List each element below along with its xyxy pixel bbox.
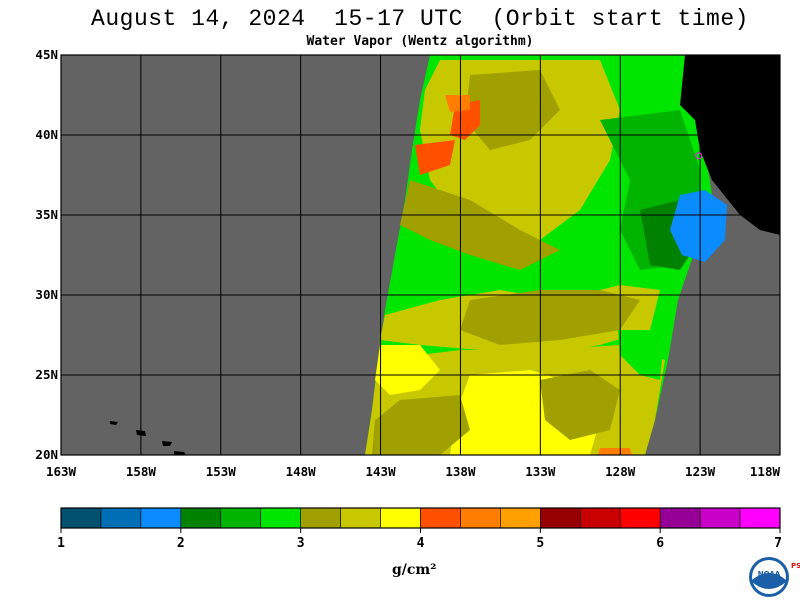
swath-region-red-orange-2 <box>415 140 455 175</box>
colorbar-swatch <box>140 507 182 529</box>
colorbar-swatch <box>180 507 222 529</box>
station-label: CZD <box>703 142 726 157</box>
map-subtitle: Water Vapor (Wentz algorithm) <box>306 34 534 49</box>
colorbar-tick-label: 3 <box>297 536 305 551</box>
lon-tick-label: 143W <box>366 464 397 479</box>
lat-tick-label: 25N <box>35 367 58 382</box>
lat-tick-label: 30N <box>35 287 58 302</box>
swath-region-olive-5 <box>540 370 620 440</box>
swath-region-olive-1 <box>465 70 560 150</box>
colorbar-swatch <box>500 507 541 529</box>
swath-region-bright-yellow-1 <box>375 345 440 395</box>
lon-tick-label: 148W <box>286 464 317 479</box>
lon-tick-label: 123W <box>685 464 716 479</box>
lat-tick-label: 35N <box>35 207 58 222</box>
colorbar-swatch <box>739 507 781 529</box>
noaa-logo-text: NOAA <box>758 570 781 578</box>
swath-region-olive-2 <box>400 180 560 270</box>
lat-tick-label: 45N <box>35 47 58 62</box>
noaa-logo-icon: NOAA <box>749 557 789 597</box>
colorbar-swatch <box>300 507 341 529</box>
colorbar-swatch <box>460 507 501 529</box>
colorbar-units: g/cm² <box>392 562 437 578</box>
swath-region-blue <box>670 190 727 262</box>
latitude-labels: 45N 40N 35N 30N 25N 20N <box>35 47 58 462</box>
swath-region-green-east <box>618 330 665 380</box>
colorbar-tick-label: 2 <box>177 536 185 551</box>
swath-region-orange <box>445 95 470 112</box>
colorbar-swatch <box>699 507 741 529</box>
colorbar-tick-label: 7 <box>774 536 782 551</box>
colorbar-swatch <box>220 507 262 529</box>
colorbar-swatch <box>380 507 421 529</box>
colorbar-tick-label: 6 <box>656 536 664 551</box>
map-title: August 14, 2024 15-17 UTC (Orbit start t… <box>91 6 749 32</box>
colorbar-swatch <box>540 507 581 529</box>
station-dot-icon <box>694 152 703 160</box>
colorbar-swatch <box>619 507 661 529</box>
colorbar-tick-label: 5 <box>536 536 544 551</box>
psl-text: PSL <box>791 562 800 570</box>
lat-tick-label: 20N <box>35 447 58 462</box>
lon-tick-label: 158W <box>126 464 157 479</box>
lon-tick-label: 163W <box>46 464 77 479</box>
colorbar-swatch <box>260 507 301 529</box>
lat-tick-label: 40N <box>35 127 58 142</box>
colorbar-tick-label: 4 <box>417 536 425 551</box>
colorbar-swatch <box>659 507 701 529</box>
swath-region-orange-south <box>598 448 632 455</box>
colorbar <box>60 507 781 529</box>
hawaii-island-kauai <box>110 421 118 425</box>
colorbar-swatch <box>60 507 102 529</box>
hawaii-island-big-island <box>174 451 186 455</box>
land-mass <box>680 55 780 235</box>
lon-tick-label: 128W <box>605 464 636 479</box>
swath-region-olive-3 <box>460 290 640 345</box>
longitude-labels: 163W 158W 153W 148W 143W 138W 133W 128W 123W 118W <box>46 464 781 479</box>
lon-tick-label: 153W <box>206 464 237 479</box>
colorbar-labels: 1 2 3 4 5 6 7 <box>57 528 782 551</box>
colorbar-swatch <box>420 507 461 529</box>
lon-tick-label: 118W <box>750 464 781 479</box>
colorbar-tick-label: 1 <box>57 536 65 551</box>
satellite-swath <box>110 55 780 455</box>
map-frame <box>60 54 781 456</box>
colorbar-swatch <box>100 507 142 529</box>
station-marker: CZD <box>694 142 726 160</box>
lon-tick-label: 133W <box>525 464 556 479</box>
hawaii-island-maui <box>162 441 172 446</box>
swath-region-olive-4 <box>372 395 470 455</box>
lon-tick-label: 138W <box>445 464 476 479</box>
colorbar-swatch <box>579 507 621 529</box>
colorbar-swatch <box>340 507 381 529</box>
